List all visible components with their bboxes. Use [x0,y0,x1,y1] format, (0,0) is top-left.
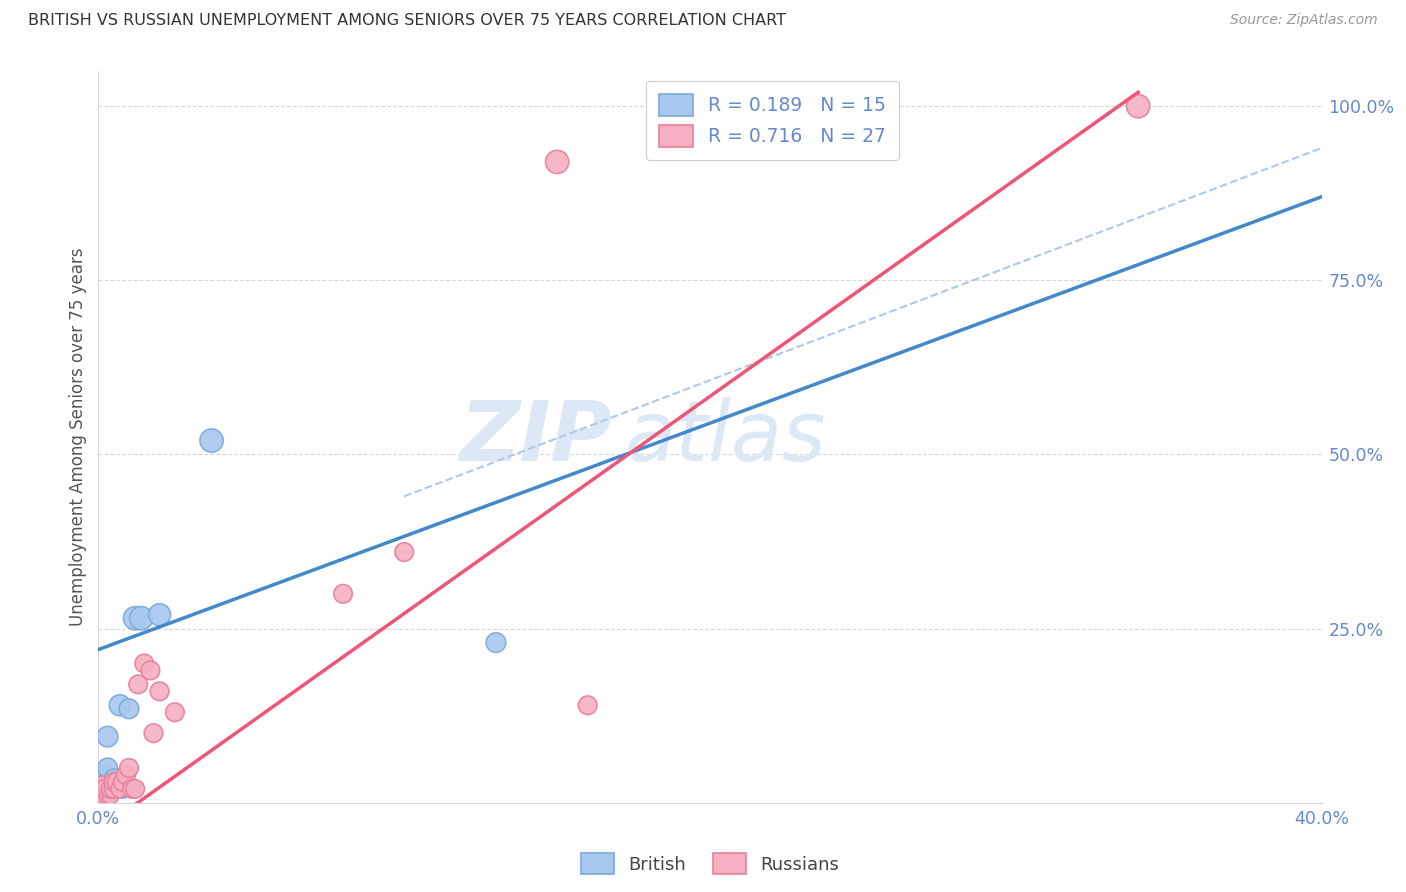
Point [1128,99,1150,113]
Point [103,781,125,796]
Point [111,781,134,796]
Point [105,775,128,789]
Point [93,781,115,796]
Point [108,698,131,713]
Point [111,775,134,789]
Point [90,781,112,796]
Text: atlas: atlas [624,397,827,477]
Point [93,768,115,782]
Point [97,761,120,775]
Point [127,677,149,691]
Point [97,789,120,803]
Text: Source: ZipAtlas.com: Source: ZipAtlas.com [1230,13,1378,28]
Point [139,664,162,678]
Point [103,781,125,796]
Point [121,781,143,796]
Legend: British, Russians: British, Russians [574,847,846,881]
Point [142,726,165,740]
Point [90,789,112,803]
Point [332,587,354,601]
Point [392,545,416,559]
Point [118,702,141,716]
Point [90,785,112,799]
Point [118,761,141,775]
Point [546,155,568,169]
Point [149,684,172,698]
Point [108,781,131,796]
Point [129,611,152,625]
Point [115,778,138,792]
Point [576,698,599,713]
Point [124,611,146,625]
Point [100,789,122,803]
Point [200,434,222,448]
Point [93,789,115,803]
Text: ZIP: ZIP [460,397,612,477]
Text: BRITISH VS RUSSIAN UNEMPLOYMENT AMONG SENIORS OVER 75 YEARS CORRELATION CHART: BRITISH VS RUSSIAN UNEMPLOYMENT AMONG SE… [28,13,786,29]
Point [149,607,172,622]
Point [485,635,508,649]
Point [97,730,120,744]
Point [163,705,186,719]
Point [134,657,156,671]
Point [100,781,122,796]
Point [124,781,146,796]
Point [115,768,138,782]
Point [103,775,125,789]
Point [103,772,125,786]
Y-axis label: Unemployment Among Seniors over 75 years: Unemployment Among Seniors over 75 years [69,248,87,626]
